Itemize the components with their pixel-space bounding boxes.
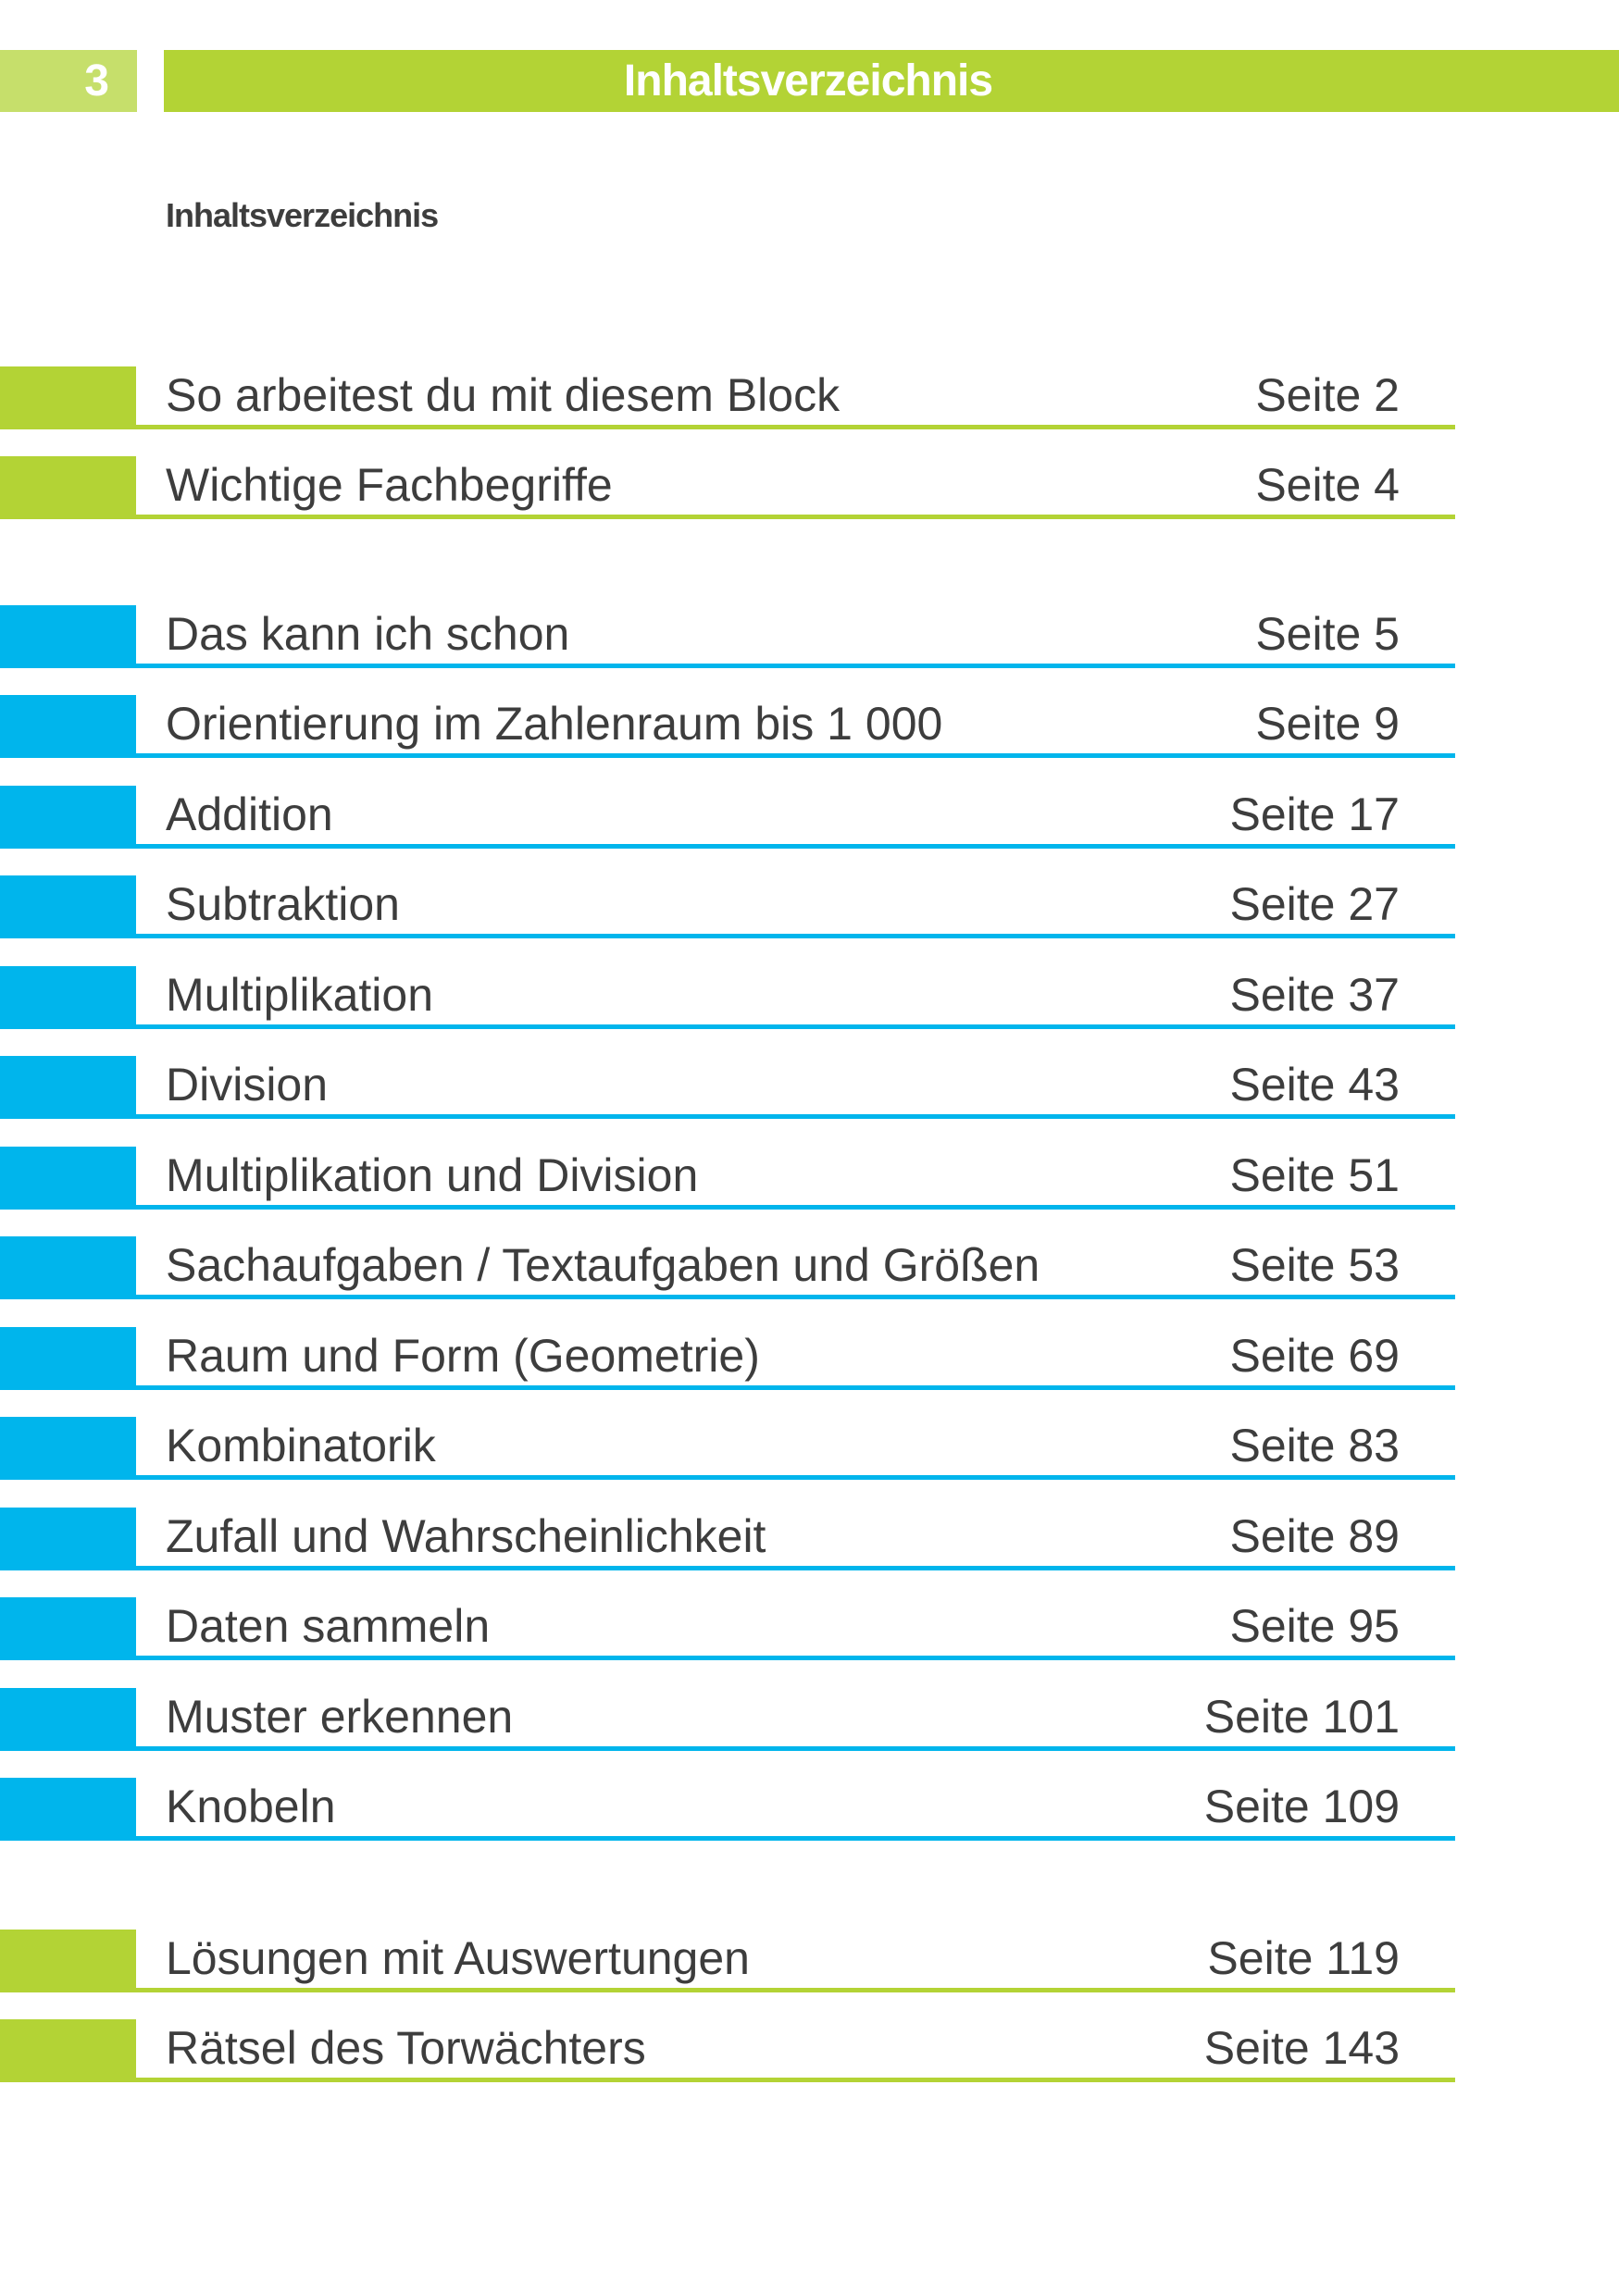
toc-entry[interactable]: Sachaufgaben / Textaufgaben und Größen Se… [0,1236,1455,1299]
color-marker [0,1930,136,1992]
toc-entry-title: Muster erkennen [166,1691,514,1743]
toc-entry-page: Seite 5 [1255,608,1400,660]
underline [136,1205,1455,1210]
underline [136,1566,1455,1570]
toc-entry-page: Seite 51 [1229,1149,1400,1201]
toc-entry-title: Knobeln [166,1781,336,1832]
underline [136,425,1455,429]
color-marker [0,2019,136,2082]
toc-entry-title: So arbeitest du mit diesem Block [166,369,841,421]
toc-entry-page: Seite 2 [1255,369,1400,421]
toc-entry[interactable]: Muster erkennen Seite 101 [0,1688,1455,1751]
toc-entry-page: Seite 83 [1229,1420,1400,1471]
page-number: 3 [0,50,137,112]
toc-entry-title: Rätsel des Torwächters [166,2022,646,2074]
toc-entry[interactable]: Lösungen mit Auswertungen Seite 119 [0,1930,1455,1992]
underline [136,515,1455,519]
color-marker [0,1508,136,1570]
toc-entry-page: Seite 4 [1255,459,1400,511]
toc-entry[interactable]: Multiplikation und Division Seite 51 [0,1147,1455,1210]
underline [136,844,1455,849]
underline [136,1746,1455,1751]
toc-entry-title: Addition [166,788,333,840]
underline [136,1988,1455,1992]
toc-entry[interactable]: Kombinatorik Seite 83 [0,1417,1455,1480]
toc-entry-page: Seite 95 [1229,1600,1400,1652]
toc-entry-page: Seite 37 [1229,969,1400,1021]
color-marker [0,695,136,758]
color-marker [0,966,136,1029]
toc-entry[interactable]: Zufall und Wahrscheinlichkeit Seite 89 [0,1508,1455,1570]
header-title: Inhaltsverzeichnis [164,50,1619,112]
underline [136,1385,1455,1390]
toc-entry-page: Seite 17 [1229,788,1400,840]
toc-entry-title: Multiplikation [166,969,434,1021]
toc-entry-title: Subtraktion [166,878,400,930]
toc-entry-title: Das kann ich schon [166,608,570,660]
underline [136,2078,1455,2082]
toc-entry[interactable]: Wichtige Fachbegriffe Seite 4 [0,456,1455,519]
underline [136,934,1455,938]
toc-entry[interactable]: Raum und Form (Geometrie) Seite 69 [0,1327,1455,1390]
toc-entry[interactable]: Orientierung im Zahlenraum bis 1 000 Seit… [0,695,1455,758]
toc-entry-page: Seite 89 [1229,1510,1400,1562]
toc-entry[interactable]: So arbeitest du mit diesem Block Seite 2 [0,366,1455,429]
toc-entry-title: Division [166,1059,329,1111]
toc-entry[interactable]: Addition Seite 17 [0,786,1455,849]
underline [136,1656,1455,1660]
toc-entry[interactable]: Multiplikation Seite 37 [0,966,1455,1029]
toc-entry-page: Seite 109 [1203,1781,1400,1832]
color-marker [0,456,136,519]
toc-entry-page: Seite 143 [1203,2022,1400,2074]
toc-entry-title: Kombinatorik [166,1420,436,1471]
underline [136,753,1455,758]
toc-entry-page: Seite 9 [1255,698,1400,750]
toc-entry[interactable]: Knobeln Seite 109 [0,1778,1455,1841]
underline [136,1475,1455,1480]
toc-entry-title: Multiplikation und Division [166,1149,699,1201]
color-marker [0,605,136,668]
toc-entry-page: Seite 43 [1229,1059,1400,1111]
toc-entry-page: Seite 101 [1203,1691,1400,1743]
color-marker [0,1417,136,1480]
color-marker [0,366,136,429]
toc-entry-title: Lösungen mit Auswertungen [166,1932,750,1984]
toc-entry-title: Raum und Form (Geometrie) [166,1330,760,1382]
toc-entry-page: Seite 69 [1229,1330,1400,1382]
toc-entry-page: Seite 53 [1229,1239,1400,1291]
toc-entry-page: Seite 119 [1207,1932,1400,1984]
toc-entry-title: Orientierung im Zahlenraum bis 1 000 [166,698,943,750]
toc-entry-title: Daten sammeln [166,1600,491,1652]
color-marker [0,786,136,849]
color-marker [0,1688,136,1751]
underline [136,1295,1455,1299]
color-marker [0,1147,136,1210]
color-marker [0,1056,136,1119]
toc-entry[interactable]: Das kann ich schon Seite 5 [0,605,1455,668]
toc-entry-page: Seite 27 [1229,878,1400,930]
toc-entry-title: Wichtige Fachbegriffe [166,459,613,511]
color-marker [0,1327,136,1390]
toc-entry-title: Sachaufgaben / Textaufgaben und Größen [166,1239,1040,1291]
underline [136,1836,1455,1841]
underline [136,1114,1455,1119]
toc-entry-title: Zufall und Wahrscheinlichkeit [166,1510,766,1562]
underline [136,1024,1455,1029]
toc-entry[interactable]: Subtraktion Seite 27 [0,875,1455,938]
underline [136,664,1455,668]
color-marker [0,1236,136,1299]
color-marker [0,1778,136,1841]
toc-entry[interactable]: Daten sammeln Seite 95 [0,1597,1455,1660]
toc-entry[interactable]: Division Seite 43 [0,1056,1455,1119]
color-marker [0,1597,136,1660]
color-marker [0,875,136,938]
toc-entry[interactable]: Rätsel des Torwächters Seite 143 [0,2019,1455,2082]
page-title: Inhaltsverzeichnis [166,196,439,234]
